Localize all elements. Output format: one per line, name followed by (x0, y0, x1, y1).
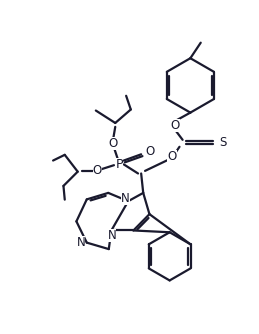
Text: P: P (116, 158, 123, 171)
Text: O: O (108, 137, 117, 150)
Text: O: O (92, 164, 102, 177)
Text: N: N (107, 229, 116, 242)
Text: N: N (121, 192, 130, 205)
Text: S: S (220, 136, 227, 149)
Text: O: O (171, 119, 180, 132)
Text: O: O (145, 145, 154, 158)
Text: N: N (77, 236, 85, 249)
Text: O: O (167, 150, 177, 163)
